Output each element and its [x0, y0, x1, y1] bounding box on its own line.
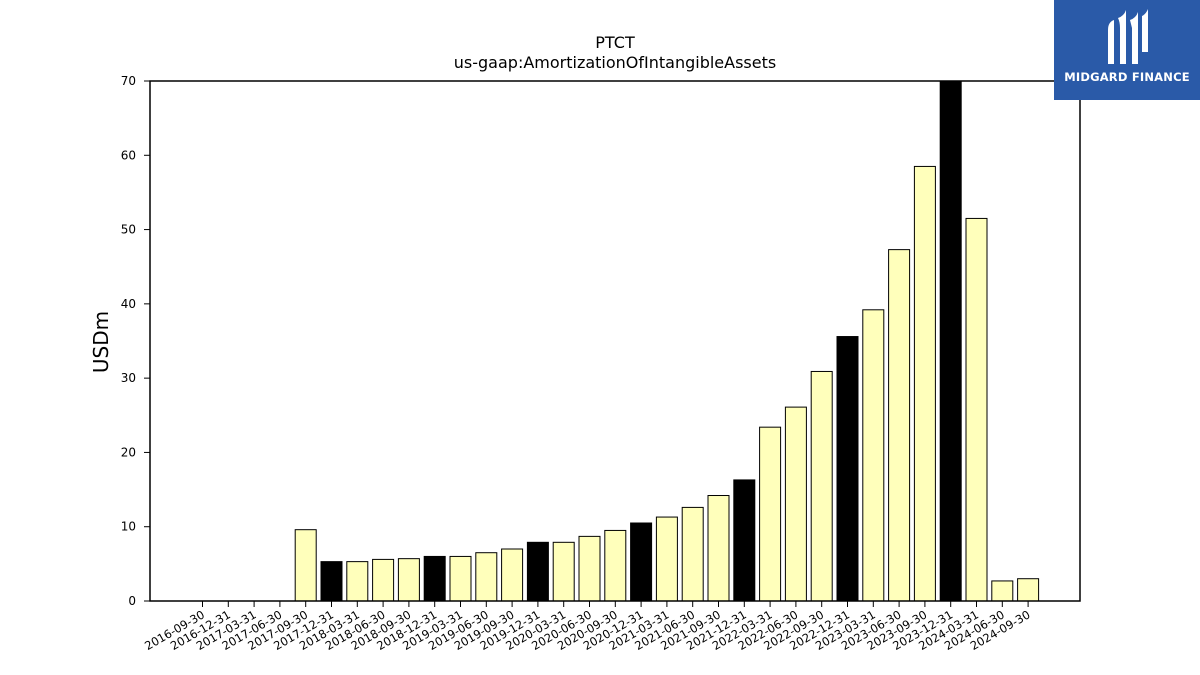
- plot-frame: [149, 80, 1081, 602]
- y-tick-label: 70: [121, 74, 136, 88]
- y-tick-label: 30: [121, 371, 136, 385]
- bar-2020-03-31: [552, 541, 575, 602]
- bar-2022-12-31: [836, 336, 859, 602]
- bar-2019-09-30: [501, 548, 524, 602]
- bar-2022-03-31: [759, 426, 782, 602]
- y-tick-label: 40: [121, 297, 136, 311]
- bar-2021-09-30: [707, 495, 730, 602]
- bar-2024-03-31: [965, 217, 988, 602]
- y-axis-label: USDm: [89, 311, 113, 373]
- y-tick-label: 50: [121, 223, 136, 237]
- bar-2023-03-31: [862, 309, 885, 602]
- midgard-logo-icon: [1108, 9, 1148, 64]
- bar-2018-06-30: [372, 558, 395, 602]
- bar-2018-03-31: [346, 561, 369, 602]
- bar-2021-06-30: [681, 506, 704, 602]
- y-tick-label: 10: [121, 520, 136, 534]
- y-tick-label: 0: [128, 594, 136, 608]
- bar-2020-06-30: [578, 535, 601, 602]
- bar-2023-06-30: [888, 249, 911, 602]
- logo-text: MIDGARD FINANCE: [1064, 70, 1190, 84]
- bar-2019-03-31: [449, 555, 472, 602]
- y-axis-ticks: 0 10 20 30 40 50 60 70: [121, 74, 150, 608]
- logo: MIDGARD FINANCE: [1054, 0, 1200, 100]
- bar-2023-09-30: [913, 165, 936, 602]
- bar-2023-12-31: [939, 80, 962, 602]
- bar-2018-09-30: [397, 558, 420, 602]
- y-tick-label: 60: [121, 148, 136, 162]
- bar-2024-06-30: [991, 580, 1014, 602]
- bar-2021-12-31: [733, 479, 756, 602]
- bar-2017-12-31: [320, 561, 343, 602]
- bar-2021-03-31: [655, 516, 678, 602]
- bar-2018-12-31: [423, 555, 446, 602]
- bar-2020-09-30: [604, 529, 627, 602]
- chart-title: PTCT: [595, 33, 635, 52]
- chart-subtitle: us-gaap:AmortizationOfIntangibleAssets: [454, 53, 776, 72]
- bar-2019-06-30: [475, 552, 498, 602]
- bar-2020-12-31: [630, 522, 653, 602]
- bar-2019-12-31: [526, 541, 549, 602]
- bars-group: [294, 80, 1040, 602]
- x-axis-ticks: 2016-09-302016-12-312017-03-312017-06-30…: [142, 601, 1033, 653]
- bar-2022-06-30: [784, 406, 807, 602]
- bar-2022-09-30: [810, 370, 833, 602]
- bar-2017-09-30: [294, 529, 317, 602]
- y-tick-label: 20: [121, 445, 136, 459]
- bar-2024-09-30: [1017, 578, 1040, 602]
